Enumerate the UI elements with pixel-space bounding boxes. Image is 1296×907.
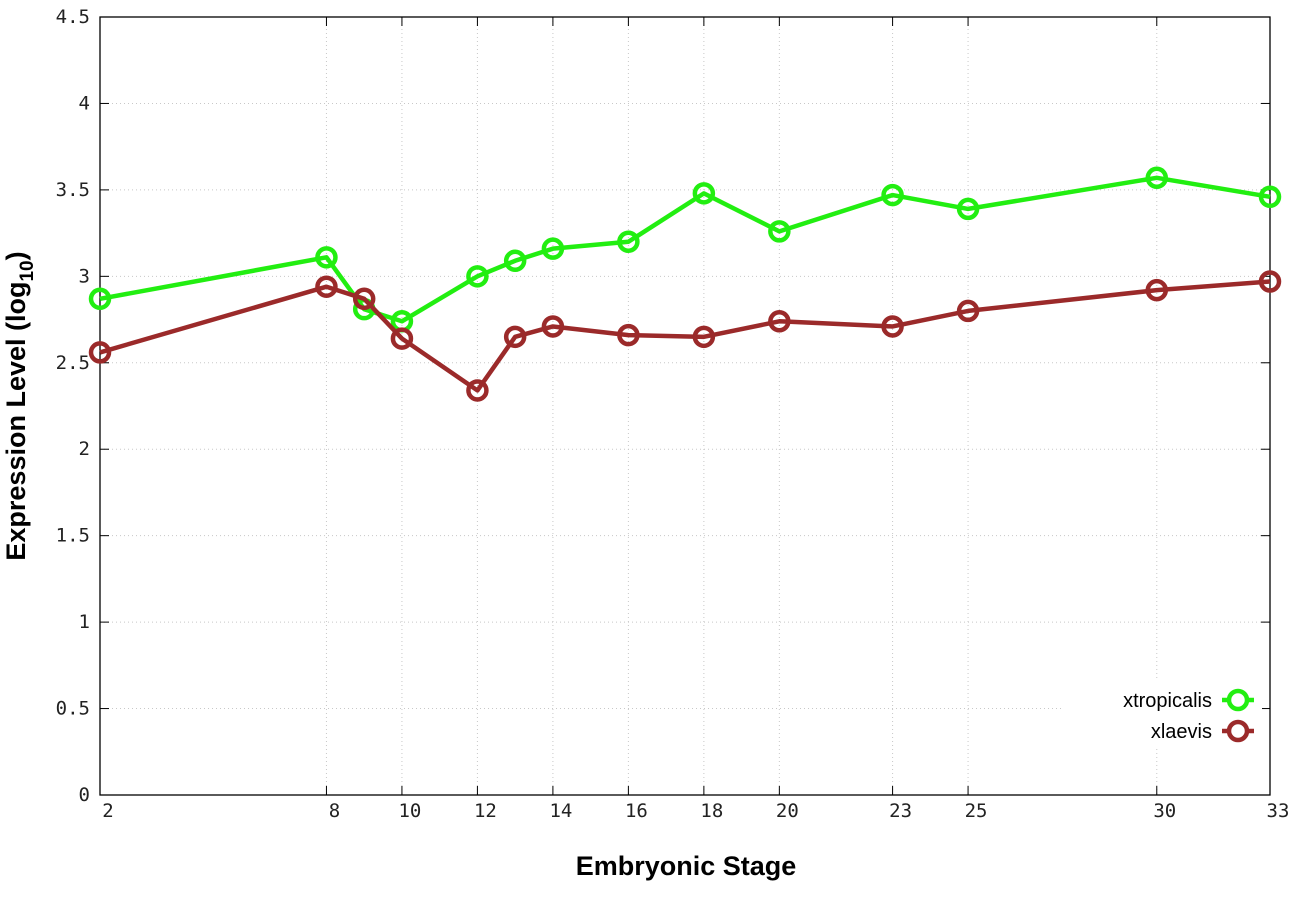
data-point-xtropicalis [315, 246, 338, 269]
legend-label-xlaevis: xlaevis [1151, 721, 1212, 743]
y-tick-label: 3 [79, 265, 90, 287]
y-axis-title-main: Expression Level (log [1, 282, 31, 561]
data-point-xtropicalis [956, 197, 980, 221]
series-xlaevis [88, 270, 1282, 402]
data-point-xtropicalis [503, 249, 527, 273]
x-tick-label: 33 [1267, 800, 1290, 822]
series-xtropicalis [88, 166, 1282, 333]
series-line-xtropicalis [99, 175, 1271, 324]
data-point-xtropicalis [466, 265, 489, 288]
x-tick-label: 2 [102, 800, 113, 822]
x-tick-label: 30 [1153, 800, 1176, 822]
x-tick-label: 20 [776, 800, 799, 822]
y-tick-label: 2 [79, 438, 90, 460]
y-tick-label: 1 [79, 611, 90, 633]
x-axis-tick-labels: 2 8 10 12 14 16 18 20 23 25 30 33 [102, 800, 1289, 822]
data-point-xtropicalis [88, 287, 112, 311]
x-tick-label: 14 [549, 800, 572, 822]
x-tick-label: 16 [625, 800, 648, 822]
plot-frame [99, 16, 1271, 796]
legend-marker-xtropicalis [1226, 688, 1250, 712]
x-tick-label: 25 [965, 800, 988, 822]
y-tick-label: 4 [79, 92, 90, 114]
data-point-xtropicalis [1145, 166, 1169, 190]
x-tick-label: 18 [700, 800, 723, 822]
y-axis-tick-labels: 0 0.5 1 1.5 2 2.5 3 3.5 4 4.5 [56, 6, 90, 806]
legend-label-xtropicalis: xtropicalis [1123, 690, 1212, 712]
data-point-xlaevis [315, 275, 338, 298]
data-point-xlaevis [1145, 278, 1169, 302]
x-tick-label: 23 [889, 800, 912, 822]
y-tick-label: 3.5 [56, 179, 90, 201]
legend: xtropicalis xlaevis [1062, 680, 1262, 748]
data-point-xlaevis [541, 315, 565, 338]
x-axis-title: Embryonic Stage [576, 851, 797, 881]
data-point-xtropicalis [617, 230, 640, 254]
x-tick-label: 8 [329, 800, 340, 822]
data-point-xlaevis [768, 310, 791, 333]
data-point-xtropicalis [1258, 185, 1282, 209]
y-axis-title-subscript: 10 [17, 260, 38, 281]
x-tick-label: 10 [398, 800, 421, 822]
axis-ticks [99, 16, 1271, 796]
data-point-xlaevis [617, 323, 640, 347]
data-point-xlaevis [692, 325, 716, 349]
data-point-xlaevis [88, 341, 112, 364]
data-point-xlaevis [466, 379, 489, 402]
legend-marker-xlaevis [1226, 719, 1250, 743]
y-tick-label: 4.5 [56, 6, 90, 28]
data-point-xlaevis [352, 287, 376, 311]
data-point-xlaevis [503, 325, 527, 349]
grid [100, 17, 1270, 795]
x-tick-label: 12 [474, 800, 497, 822]
series [88, 166, 1282, 402]
data-point-xtropicalis [541, 237, 565, 260]
data-point-xlaevis [881, 315, 904, 338]
data-point-xtropicalis [768, 220, 791, 243]
y-tick-label: 0.5 [56, 698, 90, 720]
data-point-xtropicalis [881, 183, 904, 207]
y-tick-label: 1.5 [56, 525, 90, 547]
data-point-xlaevis [1258, 270, 1282, 293]
data-point-xtropicalis [692, 182, 716, 205]
y-axis-title: Expression Level (log10) [1, 251, 38, 560]
y-tick-label: 0 [79, 784, 90, 806]
data-point-xlaevis [390, 327, 414, 350]
y-axis-title-close: ) [1, 251, 31, 260]
data-point-xlaevis [956, 299, 980, 323]
series-line-xlaevis [99, 279, 1271, 393]
y-tick-label: 2.5 [56, 352, 90, 374]
